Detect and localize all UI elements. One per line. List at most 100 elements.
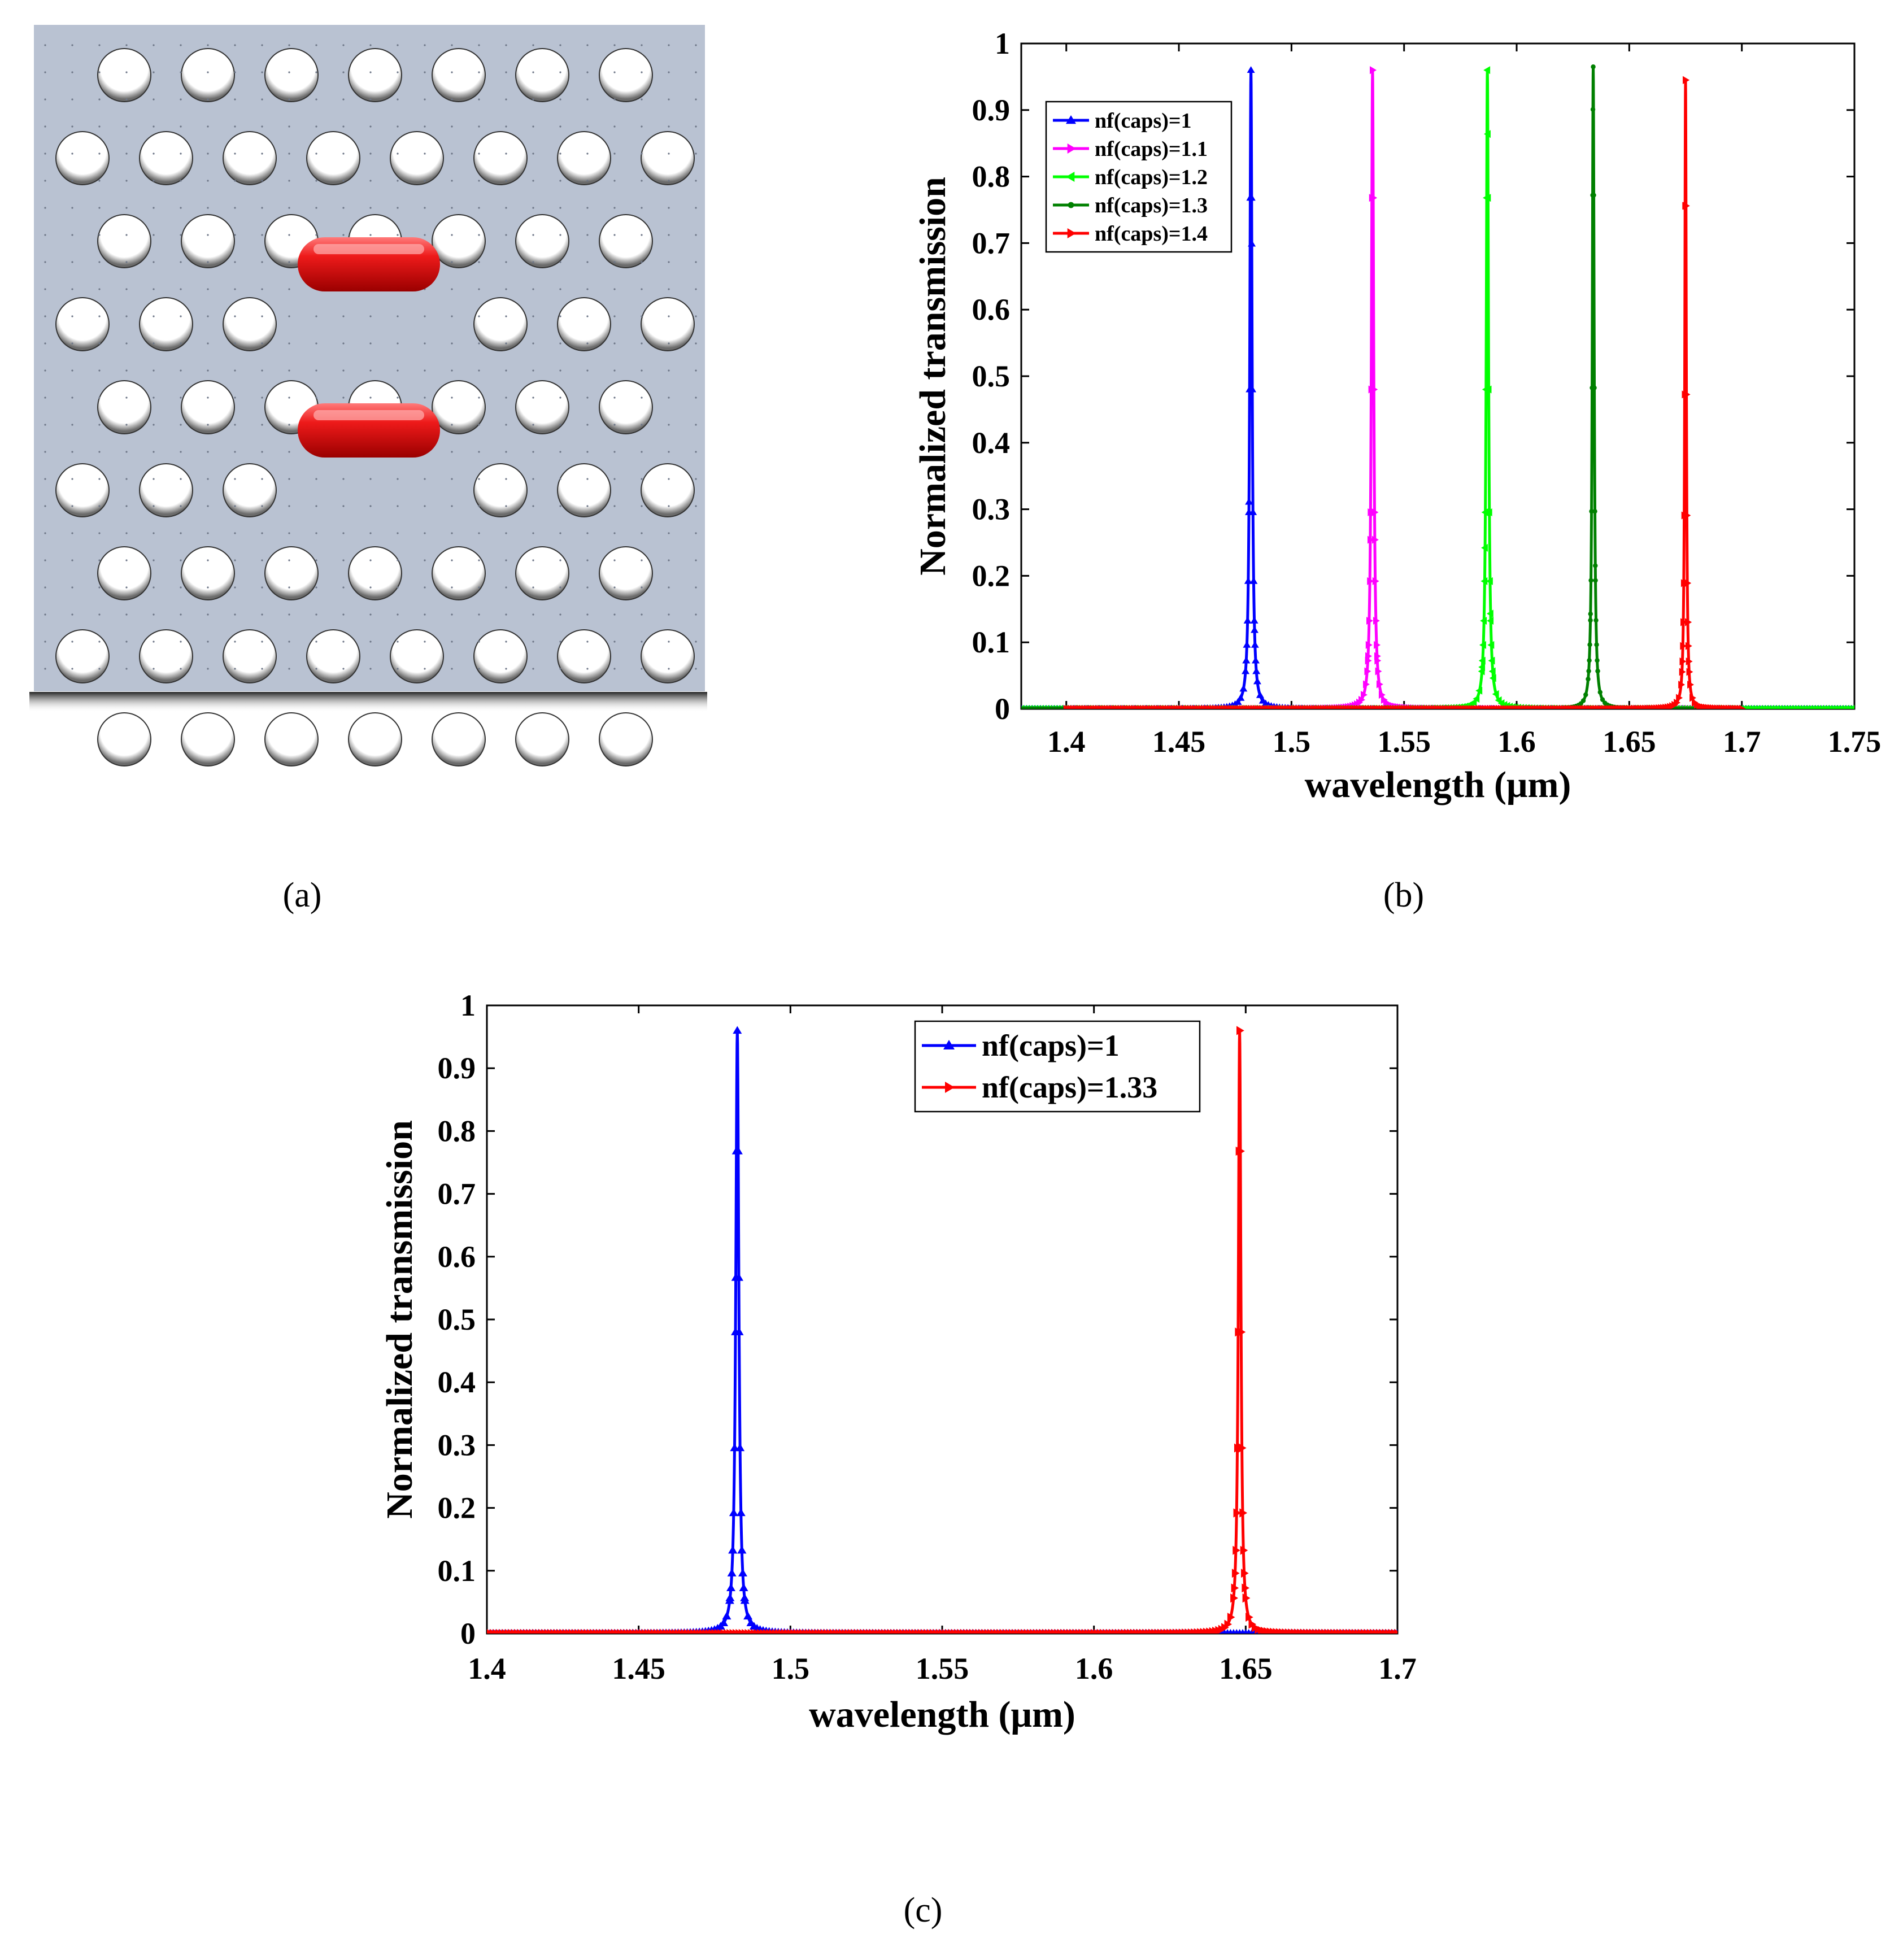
grid-dot (234, 532, 236, 534)
grid-dot (44, 261, 46, 263)
grid-dot (234, 234, 236, 236)
grid-dot (695, 234, 697, 236)
grid-dot (641, 153, 643, 155)
grid-dot (478, 451, 480, 453)
grid-dot (641, 207, 643, 209)
grid-dot (424, 532, 426, 534)
grid-dot (44, 641, 46, 643)
grid-dot (397, 207, 399, 209)
grid-dot (288, 342, 290, 345)
grid-dot (180, 288, 182, 290)
air-holes (44, 44, 697, 766)
grid-dot (369, 71, 372, 73)
grid-dot (586, 668, 589, 670)
grid-dot (586, 71, 589, 73)
y-tick-label: 0.3 (972, 493, 1011, 526)
grid-dot (44, 342, 46, 345)
grid-dot (397, 397, 399, 399)
data-point (1600, 697, 1605, 702)
grid-dot (98, 424, 101, 426)
grid-dot (234, 207, 236, 209)
grid-dot (342, 125, 345, 128)
grid-dot (505, 451, 507, 453)
grid-dot (451, 288, 453, 290)
data-point (1481, 508, 1488, 517)
grid-dot (125, 505, 128, 507)
grid-dot (505, 424, 507, 426)
data-point (1684, 511, 1691, 520)
grid-dot (44, 98, 46, 101)
y-tick-label: 0.1 (972, 625, 1011, 659)
data-point (719, 1618, 729, 1626)
grid-dot (695, 369, 697, 372)
grid-dot (288, 71, 290, 73)
grid-dot (397, 668, 399, 670)
data-point (1686, 668, 1693, 676)
grid-dot (668, 613, 670, 616)
grid-dot (559, 261, 561, 263)
grid-dot (641, 424, 643, 426)
y-tick-label: 0.2 (438, 1491, 476, 1525)
grid-dot (125, 342, 128, 345)
air-hole (55, 131, 110, 185)
grid-dot (288, 207, 290, 209)
grid-dot (71, 613, 73, 616)
grid-dot (98, 478, 101, 480)
air-hole (473, 297, 528, 351)
air-hole (390, 629, 444, 683)
grid-dot (424, 207, 426, 209)
grid-dot (125, 532, 128, 534)
grid-dot (315, 71, 317, 73)
grid-dot (695, 478, 697, 480)
grid-dot (559, 98, 561, 101)
grid-dot (613, 315, 616, 317)
data-point (1237, 1146, 1245, 1156)
grid-dot (153, 315, 155, 317)
grid-dot (234, 261, 236, 263)
air-hole (515, 712, 569, 766)
grid-dot (586, 98, 589, 101)
grid-dot (234, 98, 236, 101)
grid-dot (207, 424, 209, 426)
grid-dot (478, 315, 480, 317)
grid-dot (71, 180, 73, 182)
data-point (1365, 641, 1373, 649)
grid-dot (369, 586, 372, 589)
y-tick-label: 0.2 (972, 559, 1011, 593)
grid-dot (695, 288, 697, 290)
grid-dot (98, 234, 101, 236)
grid-dot (397, 369, 399, 372)
grid-dot (98, 668, 101, 670)
air-hole (55, 297, 110, 351)
grid-dot (586, 424, 589, 426)
grid-dot (397, 98, 399, 101)
data-point (1588, 611, 1593, 617)
grid-dot (44, 478, 46, 480)
data-point (1683, 390, 1691, 399)
data-point (1371, 385, 1378, 394)
grid-dot (342, 44, 345, 46)
grid-dot (397, 559, 399, 561)
grid-dot (532, 424, 534, 426)
grid-dot (98, 44, 101, 46)
data-point (1592, 385, 1597, 390)
grid-dot (342, 586, 345, 589)
legend-label: nf(caps)=1.4 (1095, 222, 1208, 246)
grid-dot (71, 125, 73, 128)
grid-dot (668, 261, 670, 263)
data-point (1684, 579, 1692, 587)
grid-dot (505, 369, 507, 372)
data-point (1224, 1619, 1233, 1629)
air-hole (139, 629, 193, 683)
grid-dot (125, 125, 128, 128)
grid-dot (153, 505, 155, 507)
y-tick-label: 0.6 (972, 293, 1011, 326)
air-hole (515, 214, 569, 268)
data-point (1369, 66, 1377, 75)
legend: nf(caps)=1 nf(caps)=1.33 (914, 1020, 1201, 1113)
grid-dot (613, 71, 616, 73)
y-tick-label: 0.4 (972, 426, 1011, 460)
air-hole (473, 463, 528, 517)
grid-dot (44, 424, 46, 426)
grid-dot (153, 668, 155, 670)
